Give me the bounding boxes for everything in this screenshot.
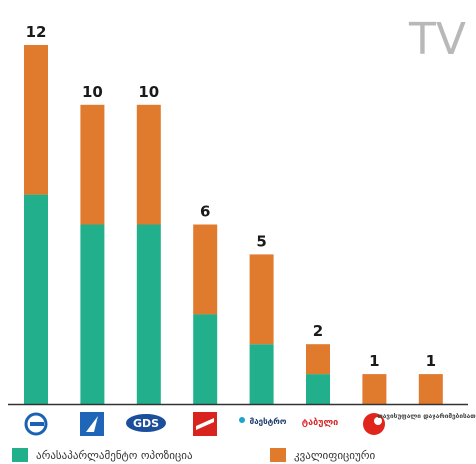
total-label-4: 6 bbox=[200, 203, 210, 221]
legend-label-series-2: კვალიფიციური bbox=[294, 449, 375, 462]
bar-segment-5-series-2 bbox=[249, 254, 274, 345]
bar-segment-7-series-2 bbox=[362, 374, 387, 404]
bar-segment-1-series-1 bbox=[24, 194, 48, 404]
legend-swatch-series-2 bbox=[270, 448, 286, 462]
legend: არასაპარლამენტო ოპოზიცია კვალიფიციური bbox=[12, 448, 375, 462]
total-labels-group: 12 10 10 6 5 2 1 1 bbox=[26, 23, 436, 370]
bar-segment-2-series-2 bbox=[80, 104, 105, 225]
bar-segment-6-series-2 bbox=[306, 344, 330, 375]
tick-label-3: GDS bbox=[133, 417, 159, 430]
bar-segment-4-series-2 bbox=[193, 224, 218, 315]
total-label-5: 5 bbox=[256, 232, 266, 250]
bar-segment-5-series-1 bbox=[249, 344, 274, 404]
legend-swatch-series-1 bbox=[12, 448, 28, 462]
tick-logo-8: თავისუფალი დაჯარიმებისათვის bbox=[377, 412, 476, 420]
bar-segment-6-series-1 bbox=[306, 374, 330, 404]
legend-label-series-1: არასაპარლამენტო ოპოზიცია bbox=[36, 449, 193, 462]
bar-segment-3-series-2 bbox=[136, 104, 161, 225]
total-label-1: 12 bbox=[26, 23, 47, 41]
bar-segment-2-series-1 bbox=[80, 224, 105, 404]
bar-segment-1-series-2 bbox=[24, 45, 48, 195]
tick-logo-5: მაესტრო bbox=[239, 416, 287, 426]
bars-group bbox=[24, 45, 443, 404]
tick-logo-7 bbox=[363, 413, 385, 435]
total-label-2: 10 bbox=[82, 83, 103, 101]
bar-segment-4-series-1 bbox=[193, 314, 218, 404]
total-label-6: 2 bbox=[313, 322, 323, 340]
tick-logo-2 bbox=[80, 412, 104, 436]
tick-logo-3: GDS bbox=[126, 414, 166, 432]
x-axis-logos: GDS მაესტრო ტაბული თავისუფალი დაჯარიმები… bbox=[24, 412, 476, 436]
total-label-8: 1 bbox=[426, 352, 436, 370]
bar-segment-8-series-2 bbox=[418, 374, 443, 404]
tick-label-5: მაესტრო bbox=[250, 416, 287, 426]
total-label-7: 1 bbox=[369, 352, 379, 370]
tick-logo-6: ტაბული bbox=[302, 418, 338, 428]
tick-label-6: ტაბული bbox=[302, 418, 338, 428]
bar-segment-3-series-1 bbox=[136, 224, 161, 404]
total-label-3: 10 bbox=[138, 83, 159, 101]
tick-label-8: თავისუფალი დაჯარიმებისათვის bbox=[377, 412, 476, 420]
tick-logo-1 bbox=[24, 412, 48, 436]
tick-logo-4 bbox=[193, 412, 217, 436]
chart-title: TV bbox=[408, 14, 466, 65]
